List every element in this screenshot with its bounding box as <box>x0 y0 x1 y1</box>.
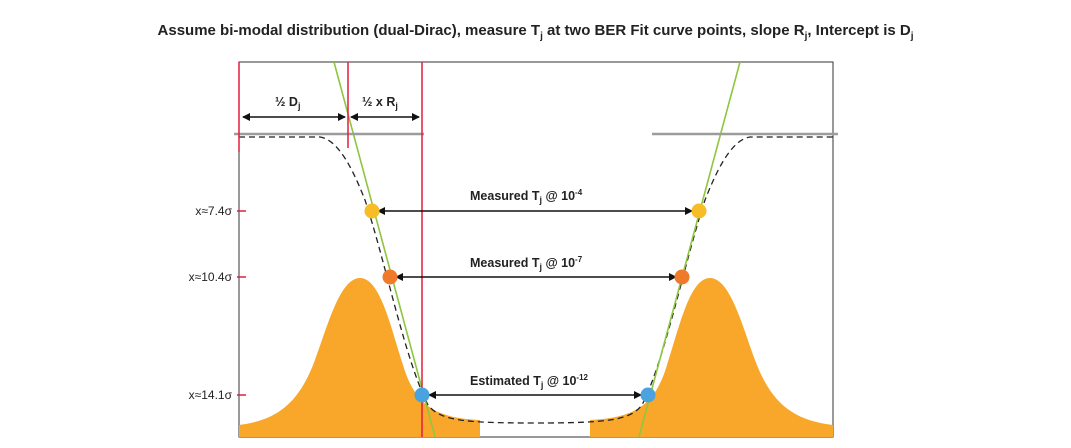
half-d-label: ½ Dj <box>275 95 300 111</box>
y-label-1: x≈7.4σ <box>195 204 232 218</box>
point-left-1e-7 <box>382 269 398 285</box>
half-r-label: ½ x Rj <box>362 95 398 111</box>
measure-1e-7-label: Measured Tj @ 10-7 <box>470 255 583 272</box>
point-right-1e-7 <box>674 269 690 285</box>
right-slope-line <box>638 62 741 437</box>
point-right-1e-12 <box>640 387 656 403</box>
diagram-title: Assume bi-modal distribution (dual-Dirac… <box>157 22 914 42</box>
point-right-1e-4 <box>691 203 707 219</box>
point-left-1e-12 <box>414 387 430 403</box>
right-distribution <box>590 278 833 437</box>
y-label-3: x≈14.1σ <box>189 388 233 402</box>
y-label-2: x≈10.4σ <box>189 270 233 284</box>
left-slope-line <box>333 62 436 437</box>
ber-fit-curve <box>239 136 833 424</box>
left-distribution <box>239 278 480 437</box>
measure-1e-4-label: Measured Tj @ 10-4 <box>470 188 583 205</box>
estimate-1e-12-label: Estimated Tj @ 10-12 <box>470 373 589 390</box>
point-left-1e-4 <box>364 203 380 219</box>
plot-frame <box>238 61 834 438</box>
